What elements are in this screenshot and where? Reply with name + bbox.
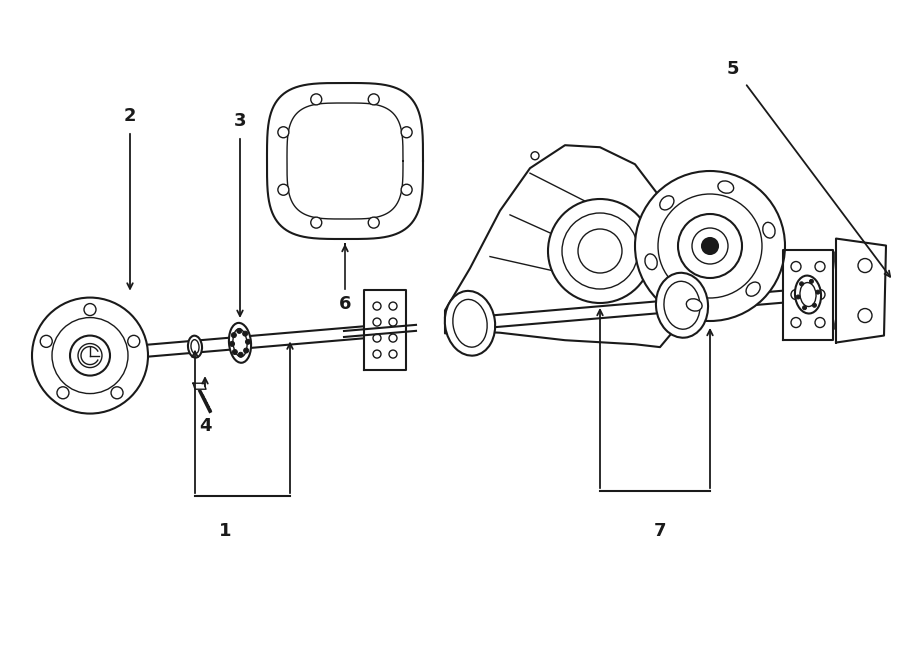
Circle shape — [813, 303, 816, 307]
Ellipse shape — [795, 276, 821, 313]
Polygon shape — [364, 290, 406, 370]
Circle shape — [244, 348, 248, 353]
Circle shape — [246, 339, 250, 344]
Ellipse shape — [660, 196, 674, 210]
Polygon shape — [783, 250, 833, 340]
Text: 4: 4 — [199, 417, 212, 435]
Circle shape — [243, 331, 248, 336]
Circle shape — [401, 184, 412, 195]
Ellipse shape — [229, 323, 251, 363]
Circle shape — [791, 317, 801, 328]
Circle shape — [791, 290, 801, 299]
Circle shape — [310, 217, 322, 228]
Circle shape — [562, 213, 638, 289]
Ellipse shape — [233, 329, 248, 357]
Text: 5: 5 — [727, 60, 739, 78]
Circle shape — [858, 258, 872, 272]
Circle shape — [799, 282, 804, 286]
Circle shape — [373, 334, 381, 342]
Circle shape — [52, 317, 128, 393]
Circle shape — [230, 341, 235, 346]
Circle shape — [373, 302, 381, 310]
Circle shape — [389, 334, 397, 342]
Circle shape — [803, 305, 806, 310]
Circle shape — [32, 297, 148, 414]
Circle shape — [858, 309, 872, 323]
Circle shape — [389, 318, 397, 326]
Circle shape — [373, 350, 381, 358]
Circle shape — [678, 214, 742, 278]
Ellipse shape — [656, 273, 708, 338]
Ellipse shape — [191, 340, 199, 354]
Text: 7: 7 — [653, 522, 666, 540]
Ellipse shape — [687, 299, 702, 311]
Circle shape — [84, 303, 96, 315]
Circle shape — [809, 280, 814, 284]
Circle shape — [368, 94, 379, 105]
Text: 2: 2 — [124, 107, 136, 125]
Text: 6: 6 — [338, 295, 351, 313]
Polygon shape — [836, 239, 886, 342]
Circle shape — [373, 318, 381, 326]
Circle shape — [57, 387, 69, 399]
Circle shape — [368, 217, 379, 228]
Circle shape — [548, 199, 652, 303]
Circle shape — [40, 335, 52, 348]
Circle shape — [401, 127, 412, 137]
Circle shape — [796, 295, 800, 299]
Circle shape — [70, 336, 110, 375]
Text: 1: 1 — [219, 522, 231, 540]
Circle shape — [389, 350, 397, 358]
Ellipse shape — [746, 282, 760, 296]
Ellipse shape — [188, 336, 202, 358]
Ellipse shape — [664, 282, 700, 329]
Ellipse shape — [763, 222, 775, 238]
Circle shape — [702, 238, 718, 254]
Circle shape — [692, 228, 728, 264]
Circle shape — [791, 262, 801, 272]
Circle shape — [658, 194, 762, 298]
Circle shape — [237, 329, 242, 333]
Circle shape — [238, 352, 243, 358]
Polygon shape — [193, 383, 206, 389]
Circle shape — [531, 152, 539, 160]
Circle shape — [232, 350, 238, 354]
Circle shape — [635, 171, 785, 321]
Circle shape — [78, 344, 102, 368]
Circle shape — [111, 387, 123, 399]
Circle shape — [578, 229, 622, 273]
Circle shape — [815, 262, 825, 272]
Circle shape — [278, 127, 289, 137]
Circle shape — [310, 94, 322, 105]
Circle shape — [231, 332, 237, 338]
Circle shape — [815, 290, 825, 299]
Polygon shape — [445, 145, 688, 347]
Ellipse shape — [800, 282, 816, 307]
Circle shape — [128, 335, 140, 348]
Circle shape — [389, 302, 397, 310]
Polygon shape — [267, 83, 423, 239]
Circle shape — [815, 290, 820, 294]
Circle shape — [815, 317, 825, 328]
Ellipse shape — [453, 299, 487, 347]
Ellipse shape — [645, 254, 657, 270]
Text: 3: 3 — [234, 112, 247, 130]
Ellipse shape — [718, 181, 734, 193]
Circle shape — [278, 184, 289, 195]
Ellipse shape — [445, 291, 495, 356]
